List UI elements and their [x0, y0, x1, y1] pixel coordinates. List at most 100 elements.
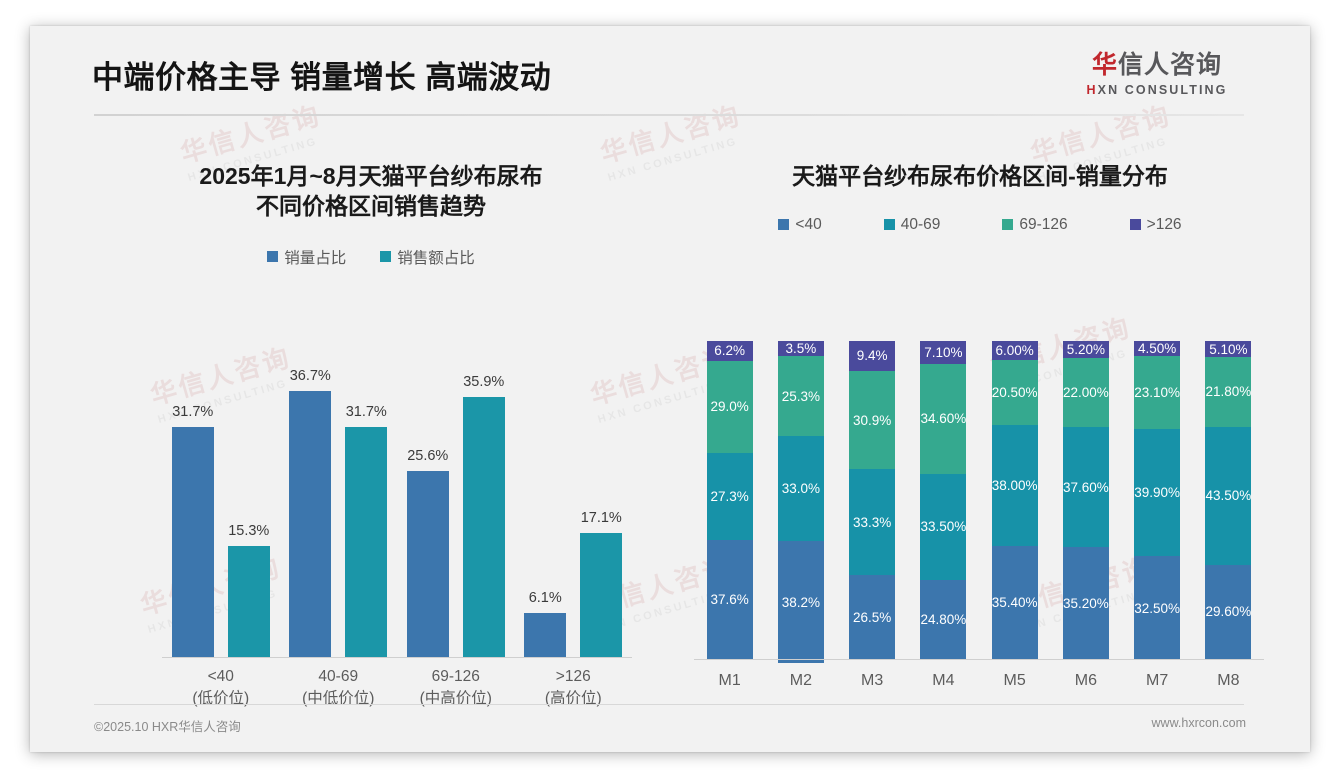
legend-swatch-icon	[778, 219, 790, 231]
legend-item-0[interactable]: <40	[778, 215, 822, 234]
stack-segment-value: 43.50%	[1205, 488, 1252, 504]
bar-69-126-销售额占比[interactable]: 35.9%	[462, 374, 505, 657]
x-tick-sublabel: (中低价位)	[302, 690, 375, 708]
logo-chinese: 华信人咨询	[1062, 52, 1252, 78]
stack-segment-M8->126[interactable]: 5.10%	[1205, 341, 1252, 358]
stacked-bar-M4[interactable]: 7.10% 34.60% 33.50% 24.80%	[920, 341, 967, 659]
x-tick-M2: M2	[789, 672, 812, 689]
stack-segment-value: 33.50%	[920, 519, 967, 535]
stack-segment-M6->126[interactable]: 5.20%	[1062, 341, 1109, 358]
stack-segment-M1-<40[interactable]: 37.6%	[706, 539, 753, 660]
stack-segment-M6-<40[interactable]: 35.20%	[1062, 547, 1109, 659]
legend-label: 销量占比	[284, 249, 347, 267]
stack-segment-M8-<40[interactable]: 29.60%	[1205, 564, 1252, 659]
stack-segment-M8-69-126[interactable]: 21.80%	[1205, 357, 1252, 427]
stack-segment-value: 32.50%	[1134, 600, 1181, 616]
legend-item-0[interactable]: 销量占比	[267, 246, 346, 268]
stack-segment-value: 22.00%	[1062, 385, 1109, 400]
stack-segment-M3-<40[interactable]: 26.5%	[849, 575, 896, 660]
left-chart-title-line1: 2025年1月~8月天猫平台纱布尿布	[199, 163, 543, 189]
stack-segment-M7->126[interactable]: 4.50%	[1134, 341, 1181, 356]
bar-value-label: 17.1%	[580, 510, 622, 527]
legend-swatch-icon	[1002, 219, 1014, 231]
stack-segment-M2-69-126[interactable]: 25.3%	[777, 356, 824, 437]
footer-website: www.hxrcon.com	[1151, 716, 1246, 730]
stacked-bar-M7[interactable]: 4.50% 23.10% 39.90% 32.50%	[1134, 341, 1181, 660]
stack-segment-value: 23.10%	[1134, 385, 1181, 401]
stack-segment-value: 37.60%	[1062, 479, 1109, 495]
stack-segment-M4->126[interactable]: 7.10%	[920, 341, 967, 364]
stack-segment-M6-69-126[interactable]: 22.00%	[1062, 357, 1109, 428]
stack-segment-M2-40-69[interactable]: 33.0%	[777, 436, 824, 542]
legend-item-1[interactable]: 40-69	[883, 216, 940, 234]
logo-en-red: H	[1086, 83, 1098, 98]
bar-group-40-69: 36.7% 31.7%	[280, 367, 398, 657]
legend-item-1[interactable]: 销售额占比	[380, 246, 475, 268]
bar-40-69-销量占比[interactable]: 36.7%	[289, 368, 332, 657]
stack-segment-M5-69-126[interactable]: 20.50%	[991, 360, 1038, 426]
stack-segment-M4-69-126[interactable]: 34.60%	[920, 363, 967, 474]
right-chart-stacked-bars: 6.2% 29.0% 27.3% 37.6% 3.5% 25.3% 33.0% 38.2% 9.…	[694, 341, 1264, 663]
legend-item-2[interactable]: 69-126	[1002, 215, 1068, 234]
stack-segment-value: 5.10%	[1209, 341, 1248, 357]
legend-item-3[interactable]: >126	[1129, 216, 1182, 234]
x-tick->126: >126 (高价位)	[515, 660, 633, 710]
stacked-bar-M3[interactable]: 9.4% 30.9% 33.3% 26.5%	[849, 341, 896, 660]
legend-swatch-icon	[883, 219, 895, 231]
bar->126-销量占比[interactable]: 6.1%	[524, 590, 567, 657]
stack-col-M1: 6.2% 29.0% 27.3% 37.6%	[694, 341, 765, 660]
x-tick-M8: M8	[1217, 672, 1240, 689]
stack-col-M4: 7.10% 34.60% 33.50% 24.80%	[908, 341, 979, 659]
legend-label: 销售额占比	[397, 249, 475, 267]
x-tick-40-69: 40-69 (中低价位)	[280, 660, 398, 710]
stack-segment-M6-40-69[interactable]: 37.60%	[1062, 427, 1109, 548]
stack-col-M7: 4.50% 23.10% 39.90% 32.50%	[1122, 341, 1193, 660]
stack-segment-M8-40-69[interactable]: 43.50%	[1205, 426, 1252, 565]
bar-69-126-销量占比[interactable]: 25.6%	[406, 448, 449, 657]
stacked-bar-M2[interactable]: 3.5% 25.3% 33.0% 38.2%	[777, 341, 824, 663]
stack-segment-M2->126[interactable]: 3.5%	[777, 341, 824, 356]
stack-segment-value: 6.00%	[995, 343, 1034, 359]
header-divider	[94, 114, 1244, 116]
stack-segment-M1-40-69[interactable]: 27.3%	[706, 452, 753, 540]
stack-segment-value: 34.60%	[920, 411, 967, 427]
x-tick-69-126: 69-126 (中高价位)	[397, 660, 515, 710]
stack-segment-value: 29.0%	[710, 399, 749, 415]
stacked-bar-M6[interactable]: 5.20% 22.00% 37.60% 35.20%	[1062, 341, 1109, 659]
stack-segment-M4-40-69[interactable]: 33.50%	[920, 473, 967, 581]
bar-value-label: 36.7%	[289, 367, 331, 384]
stack-segment-M5->126[interactable]: 6.00%	[991, 341, 1038, 361]
stack-segment-M3->126[interactable]: 9.4%	[849, 341, 896, 371]
stack-segment-M7-69-126[interactable]: 23.10%	[1134, 356, 1181, 430]
stack-segment-M7-<40[interactable]: 32.50%	[1134, 556, 1181, 660]
legend-label: <40	[795, 215, 822, 233]
stack-segment-value: 39.90%	[1134, 485, 1181, 501]
footer-divider	[94, 704, 1244, 705]
stack-segment-M1->126[interactable]: 6.2%	[706, 341, 753, 361]
x-tick-label: >126	[555, 668, 591, 685]
stack-segment-value: 26.5%	[852, 609, 892, 625]
stack-segment-M5-40-69[interactable]: 38.00%	[991, 425, 1038, 547]
left-chart-bar-groups: 31.7% 15.3% 36.7% 31.7% 25.6% 35.9% 6.1% 17.1%	[162, 367, 632, 657]
bar-40-69-销售额占比[interactable]: 31.7%	[345, 404, 388, 657]
stack-segment-M5-<40[interactable]: 35.40%	[991, 546, 1038, 659]
legend-label: 69-126	[1019, 215, 1068, 233]
logo-cn-red: 华	[1091, 51, 1118, 79]
bar-<40-销售额占比[interactable]: 15.3%	[227, 523, 270, 657]
stack-segment-M3-69-126[interactable]: 30.9%	[849, 370, 896, 470]
stack-col-M6: 5.20% 22.00% 37.60% 35.20%	[1050, 341, 1121, 659]
stack-segment-value: 25.3%	[781, 388, 821, 404]
stack-segment-M1-69-126[interactable]: 29.0%	[706, 360, 753, 453]
bar-<40-销量占比[interactable]: 31.7%	[171, 404, 214, 657]
bar->126-销售额占比[interactable]: 17.1%	[580, 510, 623, 657]
x-tick-M5: M5	[1003, 672, 1026, 689]
stack-segment-M3-40-69[interactable]: 33.3%	[849, 469, 896, 576]
left-chart-plot: 31.7% 15.3% 36.7% 31.7% 25.6% 35.9% 6.1% 17.1% …	[66, 352, 676, 710]
stacked-bar-M8[interactable]: 5.10% 21.80% 43.50% 29.60%	[1205, 341, 1252, 659]
stack-segment-M2-<40[interactable]: 38.2%	[777, 541, 824, 663]
stacked-bar-M5[interactable]: 6.00% 20.50% 38.00% 35.40%	[991, 341, 1038, 659]
right-chart-x-axis	[694, 659, 1264, 660]
stack-segment-M4-<40[interactable]: 24.80%	[920, 580, 967, 659]
stack-segment-M7-40-69[interactable]: 39.90%	[1134, 429, 1181, 557]
stacked-bar-M1[interactable]: 6.2% 29.0% 27.3% 37.6%	[706, 341, 753, 660]
